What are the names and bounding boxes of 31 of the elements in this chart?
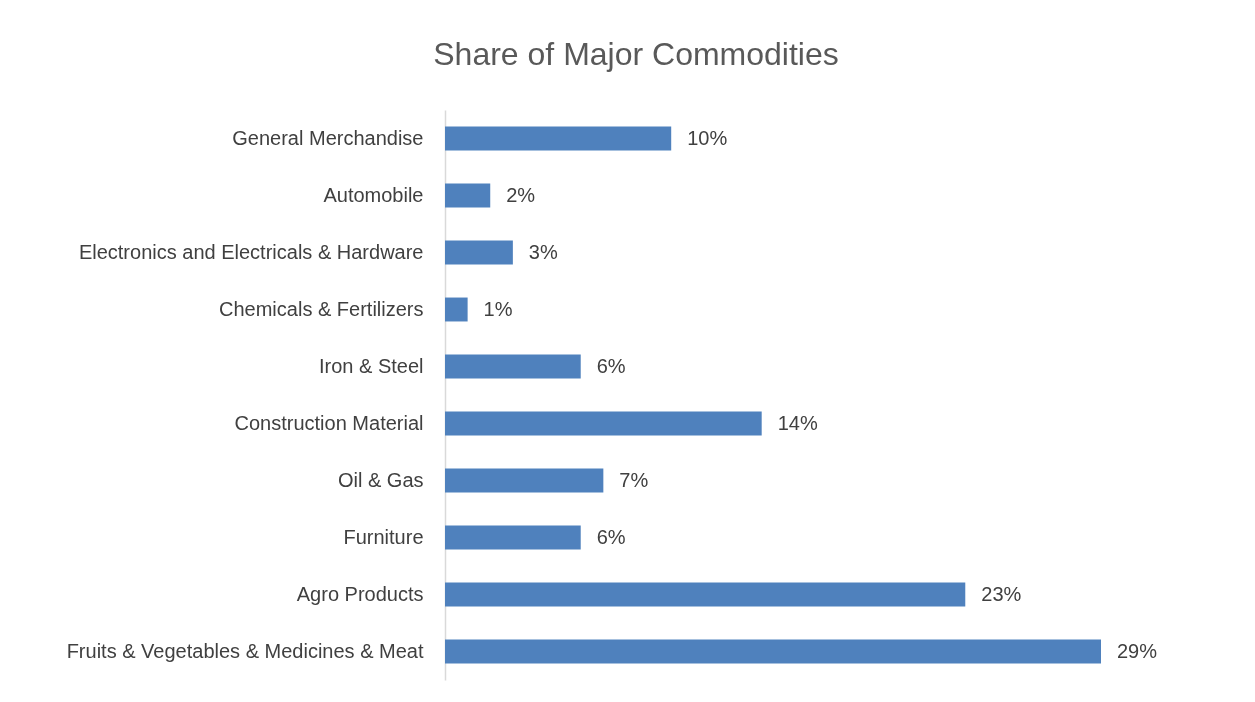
data-label: 10%: [687, 126, 728, 149]
y-tick-label: Furniture: [343, 525, 424, 548]
y-tick-label: Chemicals & Fertilizers: [219, 297, 424, 320]
data-label: 29%: [1117, 639, 1158, 662]
y-tick-label: Iron & Steel: [318, 354, 424, 377]
bar: [445, 639, 1101, 664]
y-tick-label: Construction Material: [234, 411, 424, 434]
y-tick-label: Agro Products: [296, 582, 424, 605]
bar: [445, 126, 672, 151]
data-label: 23%: [981, 582, 1022, 605]
bar: [445, 183, 491, 208]
data-label: 7%: [619, 468, 649, 491]
bar: [445, 411, 762, 436]
bar: [445, 240, 513, 265]
y-tick-label: Fruits & Vegetables & Medicines & Meat: [66, 639, 424, 662]
data-label: 3%: [528, 240, 558, 263]
data-label: 2%: [506, 183, 536, 206]
y-tick-label: Automobile: [323, 183, 424, 206]
data-label: 14%: [777, 411, 818, 434]
bar: [445, 354, 581, 379]
y-tick-label: Oil & Gas: [337, 468, 424, 491]
y-tick-label: General Merchandise: [232, 126, 424, 149]
bar: [445, 297, 468, 322]
bar: [445, 582, 966, 607]
bar: [445, 468, 604, 493]
data-label: 6%: [596, 354, 626, 377]
chart-title: Share of Major Commodities: [433, 36, 839, 72]
y-tick-label: Electronics and Electricals & Hardware: [78, 240, 424, 263]
bar: [445, 525, 581, 550]
data-label: 6%: [596, 525, 626, 548]
data-label: 1%: [483, 297, 513, 320]
